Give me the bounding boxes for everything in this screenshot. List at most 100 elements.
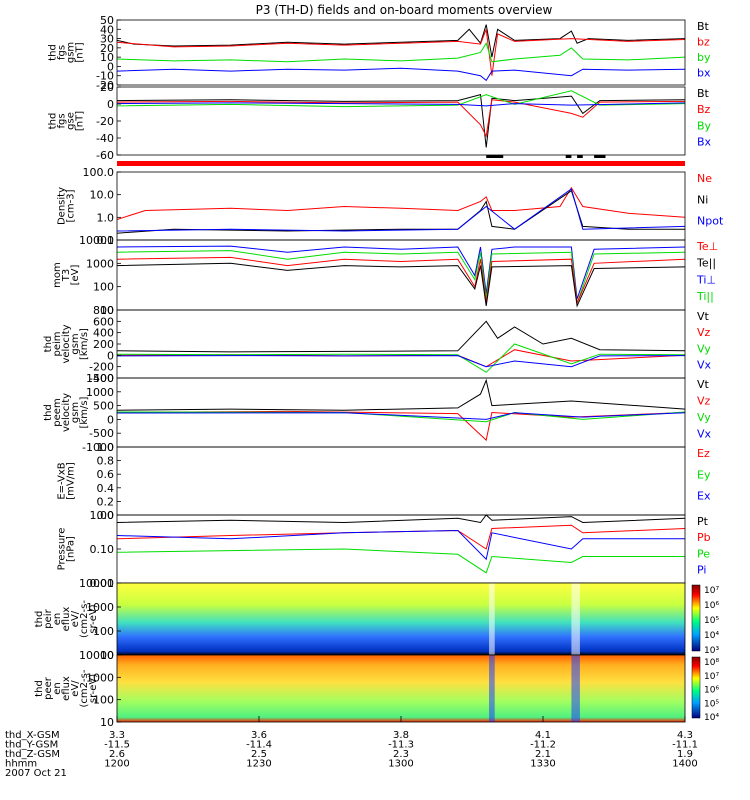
series-fgs-gsm-bx	[116, 67, 686, 82]
ylabel-line: [nPa]	[66, 536, 77, 562]
ylabel-line: Density	[57, 187, 68, 225]
ylabel-line: (cm2-s-	[79, 669, 90, 707]
legend-Pt: Pt	[697, 515, 709, 528]
series-peim-vel-Vz	[116, 349, 686, 368]
ytick-label: 0.1	[97, 234, 115, 247]
ytick-label: 200	[93, 338, 114, 351]
series-fgs-gse-Bx	[116, 102, 686, 107]
series-mom-t3-Te||	[116, 262, 686, 308]
legend-Vz: Vz	[697, 394, 711, 407]
ytick-label: 10	[100, 716, 114, 729]
panel-frame-e-vxb	[116, 446, 686, 516]
colorbar-label: 10⁶	[704, 686, 719, 696]
ylabel-line: eV/	[70, 610, 81, 627]
ylabel-line: gse	[66, 112, 77, 130]
legend-Te||: Te||	[696, 257, 716, 270]
ylabel-line: velocity	[61, 393, 72, 432]
xaxis-value: -11.1	[672, 740, 698, 751]
legend-Bt: Bt	[697, 20, 710, 33]
ytick-label: 100	[93, 694, 114, 707]
xaxis-row-label: thd_X-GSM	[5, 730, 60, 741]
xaxis-value: 1330	[530, 759, 555, 770]
ylabel-line: [nT]	[75, 42, 86, 62]
ylabel-line: en	[52, 613, 63, 626]
legend-Vt: Vt	[697, 310, 710, 323]
series-pressure-Pb	[116, 524, 686, 550]
ylabel-line: eflux	[61, 676, 72, 701]
ytick-label: 20	[100, 81, 114, 94]
ytick-label: 1.0	[97, 211, 115, 224]
legend-Vt: Vt	[697, 378, 710, 391]
legend-Vy: Vy	[697, 342, 711, 355]
ytick-label: 0.8	[97, 455, 115, 468]
ytick-label: 400	[93, 327, 114, 340]
xaxis-value: 4.3	[677, 730, 693, 741]
xaxis-value: 1200	[104, 759, 129, 770]
ylabel-line: velocity	[61, 324, 72, 363]
xaxis-value: 2.3	[393, 749, 409, 760]
series-fgs-gsm-Bt	[116, 24, 686, 58]
ytick-label: 100	[93, 625, 114, 638]
ylabel-line: E=-VxB	[57, 462, 68, 499]
xaxis-value: 2.6	[109, 749, 125, 760]
series-fgs-gse-By	[116, 90, 686, 108]
series-density-Ni	[116, 189, 685, 234]
ylabel-line: [cm-3]	[66, 189, 77, 222]
series-density-Ne	[116, 186, 686, 220]
ylabel-line: [km/s]	[79, 396, 90, 428]
ytick-label: -20	[96, 79, 114, 92]
series-fgs-gse-Bt	[116, 93, 686, 148]
ytick-label: 500	[93, 400, 114, 413]
ylabel-line: thd	[43, 336, 54, 353]
ytick-label: 0	[107, 98, 114, 111]
colorbar-label: 10⁸	[704, 658, 719, 668]
ytick-label: 1000	[86, 386, 114, 399]
ytick-label: -1000	[82, 441, 114, 454]
series-fgs-gsm-by	[116, 41, 686, 63]
panel-frame-pressure	[116, 514, 686, 584]
series-pressure-Pe	[116, 548, 685, 574]
ylabel-line: fgs	[57, 113, 68, 128]
ytick-label: 1000	[86, 601, 114, 614]
ylabel-line: en	[52, 682, 63, 695]
legend-Pe: Pe	[697, 547, 710, 560]
ylabel-line: eflux	[61, 607, 72, 632]
mode-flag-3	[594, 155, 606, 158]
spectrogram-peir-spec	[117, 583, 685, 655]
legend-Ti⊥: Ti⊥	[696, 273, 716, 286]
series-peim-vel-Vx	[116, 355, 686, 368]
legend-Npot: Npot	[697, 215, 724, 228]
ytick-label: 10000	[79, 234, 114, 247]
ylabel-line: [mV/m]	[66, 462, 77, 500]
xaxis-value: -11.2	[530, 740, 556, 751]
legend-Bt: Bt	[697, 87, 710, 100]
ytick-label: 0.2	[97, 495, 115, 508]
ytick-label: 0	[107, 413, 114, 426]
ytick-label: 100.0	[83, 166, 115, 179]
colorbar-label: 10⁵	[704, 699, 719, 709]
date-label: 2007 Oct 21	[5, 768, 67, 779]
xaxis-value: -11.3	[388, 740, 414, 751]
ytick-label: 30	[100, 33, 114, 46]
ylabel-line: peim	[52, 331, 63, 356]
legend-Ex: Ex	[697, 490, 711, 503]
legend-by: by	[697, 51, 711, 64]
ylabel-line: Pressure	[57, 528, 68, 571]
legend-Ne: Ne	[697, 172, 712, 185]
legend-Vx: Vx	[697, 427, 712, 440]
panel-frame-fgs-gse	[116, 86, 686, 156]
ytick-label: 0.0	[97, 509, 115, 522]
legend-Pi: Pi	[697, 564, 706, 577]
colorbar-label: 10⁷	[704, 586, 719, 596]
series-peem-vel-Vt	[116, 378, 686, 411]
colorbar-label: 10⁵	[704, 616, 719, 626]
ytick-label: -200	[89, 361, 114, 374]
ytick-label: 10	[100, 649, 114, 662]
ylabel-line: thd	[48, 44, 59, 61]
ytick-label: -20	[96, 115, 114, 128]
ylabel-line: sr-eV)	[88, 604, 99, 633]
series-pressure-Pi	[116, 529, 685, 561]
ylabel-line: fgs	[57, 45, 68, 60]
legend-Bz: Bz	[697, 103, 711, 116]
